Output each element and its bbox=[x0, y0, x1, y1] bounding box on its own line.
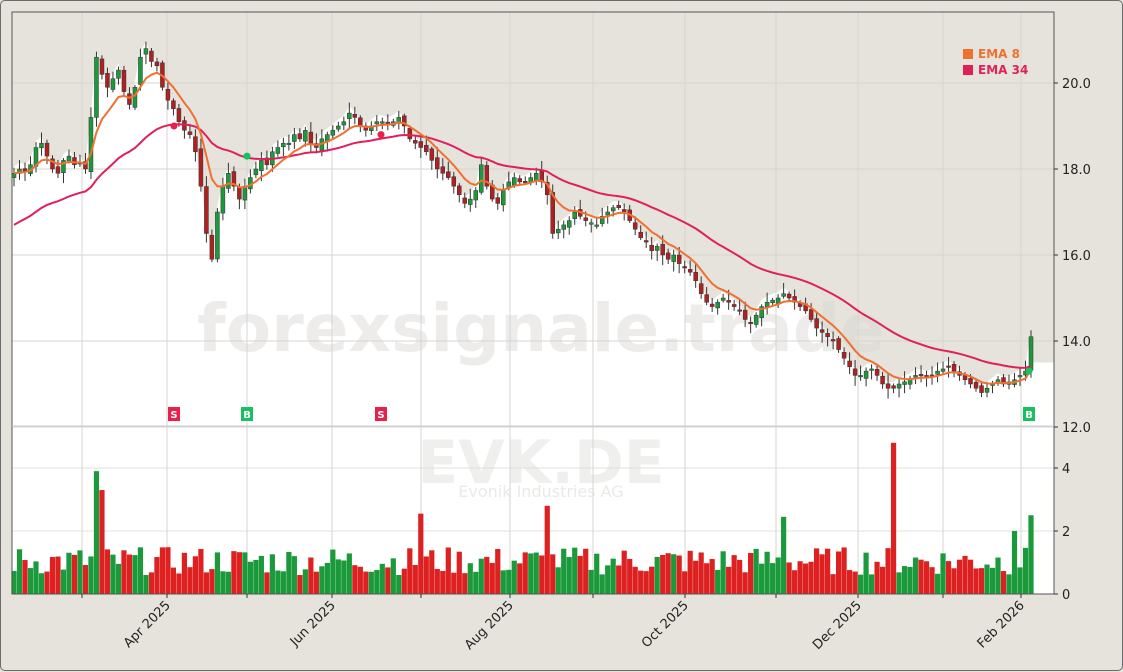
ticker-watermark: EVK.DE bbox=[417, 428, 665, 498]
svg-text:S: S bbox=[377, 410, 384, 421]
svg-text:14.0: 14.0 bbox=[1062, 335, 1091, 350]
svg-text:S: S bbox=[170, 410, 177, 421]
ema8-line bbox=[13, 71, 1032, 385]
svg-text:Jun 2025: Jun 2025 bbox=[287, 598, 339, 650]
svg-text:Apr 2025: Apr 2025 bbox=[121, 598, 174, 651]
watermark-text: forexsignale.trade bbox=[197, 290, 885, 367]
signal-buy-marker bbox=[241, 407, 253, 421]
svg-text:Oct 2025: Oct 2025 bbox=[639, 598, 692, 651]
signal-sell-marker bbox=[168, 407, 180, 421]
svg-text:4: 4 bbox=[1062, 462, 1070, 477]
ema8-legend-swatch bbox=[963, 49, 973, 59]
ema-lines bbox=[13, 71, 1032, 385]
svg-text:16.0: 16.0 bbox=[1062, 249, 1091, 264]
price-panel bbox=[12, 12, 1054, 594]
ema34-legend-swatch bbox=[963, 65, 973, 75]
svg-text:0: 0 bbox=[1062, 588, 1070, 603]
company-watermark: Evonik Industries AG bbox=[458, 482, 623, 501]
volume-bars bbox=[11, 442, 1034, 594]
svg-text:20.0: 20.0 bbox=[1062, 77, 1091, 92]
svg-text:B: B bbox=[243, 410, 251, 421]
legend: EMA 8 EMA 34 bbox=[963, 47, 1028, 77]
svg-text:2: 2 bbox=[1062, 525, 1070, 540]
watermark: forexsignale.trade EVK.DE Evonik Industr… bbox=[197, 290, 885, 501]
signal-sell-marker bbox=[375, 407, 387, 421]
ema8-legend-label: EMA 8 bbox=[978, 47, 1020, 61]
svg-text:Aug 2025: Aug 2025 bbox=[462, 598, 517, 653]
svg-text:B: B bbox=[1025, 410, 1033, 421]
ema34-legend-label: EMA 34 bbox=[978, 63, 1028, 77]
svg-text:Dec 2025: Dec 2025 bbox=[810, 598, 865, 653]
signal-buy-marker bbox=[1023, 407, 1035, 421]
svg-text:18.0: 18.0 bbox=[1062, 163, 1091, 178]
ema34-line bbox=[13, 123, 1032, 369]
price-candles bbox=[11, 41, 1034, 399]
svg-text:12.0: 12.0 bbox=[1062, 421, 1091, 436]
svg-text:Feb 2026: Feb 2026 bbox=[975, 598, 1028, 651]
